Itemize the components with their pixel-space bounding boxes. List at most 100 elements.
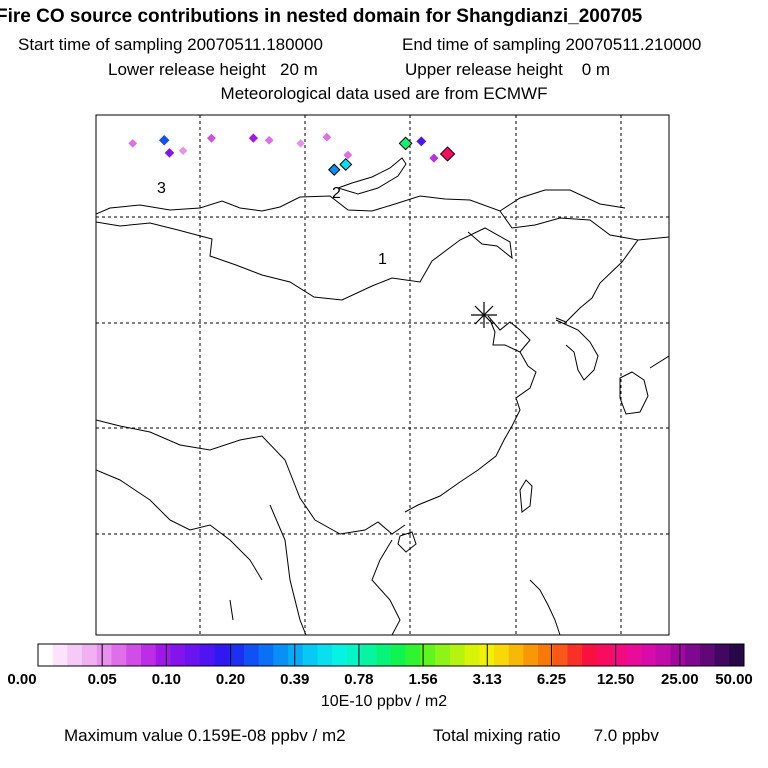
colorbar-swatch [405,644,421,666]
colorbar-swatch [376,644,392,666]
emission-spots [128,132,456,176]
emission-spot [164,148,175,158]
emission-spot [322,132,332,142]
bangladesh-coast [169,519,263,581]
colorbar-swatch [185,644,201,666]
japan-honshu [649,355,669,369]
colorbar-swatch [655,644,671,666]
emission-spot [398,136,413,151]
colorbar-swatch [82,644,98,666]
coastlines-borders [96,157,669,635]
met-data-label: Meteorological data used are from ECMWF [220,84,548,103]
colorbar-swatch [685,644,701,666]
lower-release-label: Lower release height 20 m [108,60,318,79]
colorbar-tick-label: 25.00 [661,671,699,688]
colorbar-swatch [111,644,127,666]
china-east-coast [404,351,537,513]
colorbar-swatch [229,644,245,666]
map-content: 1 2 3 [96,115,669,635]
colorbar-swatch [288,644,304,666]
colorbar-swatch [332,644,348,666]
colorbar-units-label: 10E-10 ppbv / m2 [320,693,448,710]
graticule [96,115,669,635]
emission-spot [429,153,439,163]
colorbar-swatch [126,644,142,666]
chart-title: Fire CO source contributions in nested d… [0,6,643,27]
emission-spot [339,157,353,171]
colorbar-swatch [67,644,83,666]
colorbar-swatch [243,644,260,666]
emission-spot [328,163,341,176]
colorbar-swatch [258,644,274,666]
colorbar-tick-label: 0.00 [7,671,37,688]
colorbar-swatch [273,644,289,666]
upper-release-label: Upper release height 0 m [405,60,611,79]
china-south-border [96,419,406,535]
emission-spot [296,139,305,148]
colorbar-swatch [714,644,730,666]
emission-spot [264,135,274,145]
colorbar-swatch [449,644,466,666]
colorbar-swatch [140,644,157,666]
colorbar-swatch [538,644,554,666]
colorbar-swatch [435,644,451,666]
island-south [229,599,234,621]
colorbar-tick-label: 0.20 [215,671,246,688]
colorbar-swatch [611,644,627,666]
colorbar-swatch [155,644,171,666]
colorbar-swatch [699,644,716,666]
colorbar-swatch [214,644,230,666]
colorbar-swatch [552,644,568,666]
emission-spot [178,146,188,156]
colorbar-swatch [508,644,524,666]
colorbar-swatch [567,644,583,666]
hainan [397,531,417,553]
colorbar-swatch [361,644,377,666]
colorbar-swatch [641,644,657,666]
maximum-value-label: Maximum value 0.159E-08 ppbv / m2 [64,726,346,745]
region-label-1: 1 [378,251,387,268]
indochina-coast [371,539,401,635]
china-northeast-border [499,210,669,241]
japan-kyushu [619,371,649,415]
colorbar-swatch [170,644,186,666]
colorbar-swatch [523,644,539,666]
emission-spot [158,134,170,146]
india-border [96,469,171,521]
emission-spot [416,136,427,147]
emission-spot [439,146,456,162]
myanmar-thailand [269,504,307,635]
taiwan [519,479,533,513]
end-time-label: End time of sampling 20070511.210000 [402,35,702,54]
colorbar-swatch [346,644,363,666]
colorbar-tick-label: 0.05 [87,671,117,688]
colorbar-tick-label: 0.39 [280,671,310,688]
colorbar-tick-label: 12.50 [596,671,635,688]
colorbar-swatch [38,644,54,666]
emission-spot [206,133,216,143]
colorbar-swatch [464,644,480,666]
colorbar-tick-label: 6.25 [536,671,567,688]
region-label-3: 3 [157,180,166,197]
bohai-coast [487,315,531,353]
plot-frame [95,114,670,636]
colorbar-swatch [729,644,745,666]
colorbar-swatch [391,644,407,666]
emission-spot [128,139,138,148]
colorbar-frame [37,643,745,667]
region-label-2: 2 [332,185,341,202]
mongolia-china-border [96,221,513,301]
colorbar [37,643,745,667]
lake-baikal [336,157,407,195]
start-time-label: Start time of sampling 20070511.180000 [18,35,323,54]
colorbar-swatch [670,644,686,666]
colorbar-tick-label: 50.00 [715,671,753,688]
receptor-star-marker [471,302,497,328]
korea-peninsula [555,319,599,381]
colorbar-swatch [420,644,436,666]
colorbar-swatch [582,644,598,666]
russia-border [96,189,626,215]
colorbar-swatch [626,644,642,666]
total-mixing-ratio-label: Total mixing ratio 7.0 ppbv [433,726,659,745]
philippines [529,579,561,635]
